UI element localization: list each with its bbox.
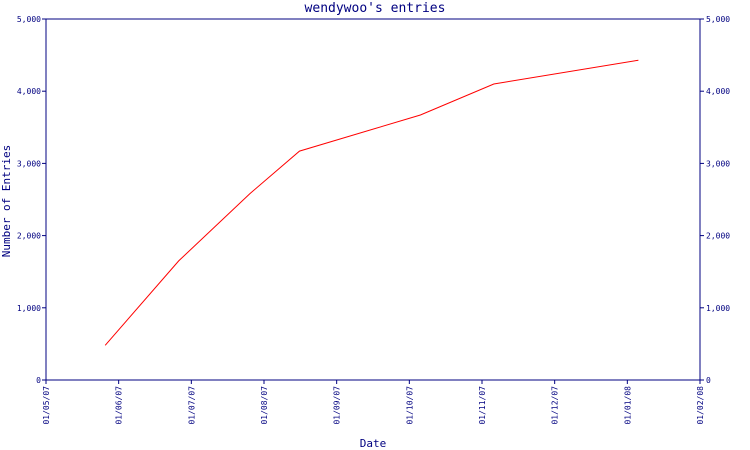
y-tick-label-right: 3,000 (706, 159, 730, 168)
x-tick-label: 01/01/08 (623, 386, 632, 425)
x-tick-label: 01/09/07 (333, 386, 342, 425)
y-tick-label-left: 1,000 (17, 304, 41, 313)
ticks-layer: 0 0 1,000 1,000 2,000 2,000 3,000 3,000 4,000 4,0… (17, 15, 730, 425)
y-axis-title: Number of Entries (0, 145, 13, 258)
y-tick-label-left: 5,000 (17, 15, 41, 24)
x-tick-label: 01/06/07 (115, 386, 124, 425)
x-tick-label: 01/12/07 (551, 386, 560, 425)
x-tick-label: 01/05/07 (42, 386, 51, 425)
x-tick-label: 01/08/07 (260, 386, 269, 425)
x-tick-label: 01/11/07 (478, 386, 487, 425)
chart-title: wendywoo's entries (304, 1, 446, 16)
y-tick-label-right: 1,000 (706, 304, 730, 313)
x-axis-title: Date (360, 437, 387, 450)
y-tick-label-left: 4,000 (17, 87, 41, 96)
series-layer (104, 59, 639, 346)
x-tick-label: 01/10/07 (405, 386, 414, 425)
x-tick-label: 01/07/07 (187, 386, 196, 425)
y-tick-label-left: 3,000 (17, 159, 41, 168)
x-tick-label: 01/02/08 (696, 386, 705, 425)
y-tick-label-left: 0 (36, 376, 41, 385)
y-tick-label-right: 4,000 (706, 87, 730, 96)
series-line (104, 59, 639, 346)
y-tick-label-right: 0 (706, 376, 711, 385)
y-tick-label-right: 5,000 (706, 15, 730, 24)
y-tick-label-left: 2,000 (17, 232, 41, 241)
y-tick-label-right: 2,000 (706, 232, 730, 241)
